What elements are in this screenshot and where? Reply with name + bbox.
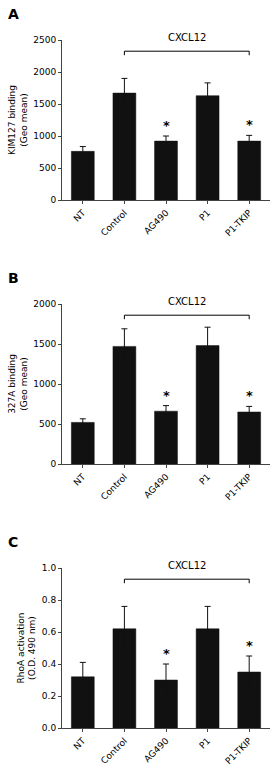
- svg-text:327A binding(Geo mean): 327A binding(Geo mean): [7, 354, 29, 414]
- svg-text:1.0: 1.0: [42, 563, 57, 573]
- svg-text:0.8: 0.8: [42, 595, 57, 605]
- svg-text:AG490: AG490: [142, 736, 171, 765]
- svg-text:P1: P1: [197, 208, 212, 223]
- svg-text:AG490: AG490: [142, 208, 171, 237]
- svg-text:1000: 1000: [33, 131, 56, 141]
- svg-text:1500: 1500: [33, 339, 56, 349]
- svg-text:1000: 1000: [33, 379, 56, 389]
- svg-text:1500: 1500: [33, 99, 56, 109]
- svg-text:0: 0: [50, 459, 56, 469]
- svg-text:*: *: [163, 118, 170, 133]
- svg-text:*: *: [246, 388, 253, 403]
- svg-text:2500: 2500: [33, 35, 56, 45]
- svg-text:2000: 2000: [33, 67, 56, 77]
- svg-text:0.0: 0.0: [42, 723, 57, 733]
- svg-text:B: B: [8, 270, 19, 286]
- svg-text:CXCL12: CXCL12: [168, 32, 206, 43]
- svg-text:*: *: [246, 117, 253, 132]
- svg-text:*: *: [163, 388, 170, 403]
- svg-text:*: *: [246, 638, 253, 653]
- svg-text:Control: Control: [99, 472, 129, 502]
- svg-text:CXCL12: CXCL12: [168, 296, 206, 307]
- svg-text:P1-TKIP: P1-TKIP: [223, 207, 254, 238]
- svg-text:500: 500: [39, 163, 56, 173]
- svg-text:Control: Control: [99, 208, 129, 238]
- svg-text:0.4: 0.4: [42, 659, 57, 669]
- svg-text:RhoA activation(O.D. 490 nm): RhoA activation(O.D. 490 nm): [16, 612, 38, 683]
- svg-text:2000: 2000: [33, 299, 56, 309]
- svg-text:P1-TKIP: P1-TKIP: [223, 735, 254, 766]
- svg-text:NT: NT: [72, 207, 88, 223]
- svg-text:0.2: 0.2: [42, 691, 56, 701]
- svg-text:A: A: [8, 6, 19, 22]
- svg-text:KIM127 binding(Geo mean): KIM127 binding(Geo mean): [7, 85, 29, 155]
- svg-text:Control: Control: [99, 736, 129, 766]
- svg-text:P1: P1: [197, 472, 212, 487]
- svg-text:0.6: 0.6: [42, 627, 57, 637]
- svg-text:P1-TKIP: P1-TKIP: [223, 471, 254, 502]
- svg-text:NT: NT: [72, 471, 88, 487]
- svg-text:P1: P1: [197, 736, 212, 751]
- svg-text:NT: NT: [72, 735, 88, 751]
- svg-text:AG490: AG490: [142, 472, 171, 501]
- svg-text:500: 500: [39, 419, 56, 429]
- svg-text:0: 0: [50, 195, 56, 205]
- svg-text:CXCL12: CXCL12: [168, 560, 206, 571]
- svg-text:*: *: [163, 646, 170, 661]
- svg-text:C: C: [8, 534, 18, 550]
